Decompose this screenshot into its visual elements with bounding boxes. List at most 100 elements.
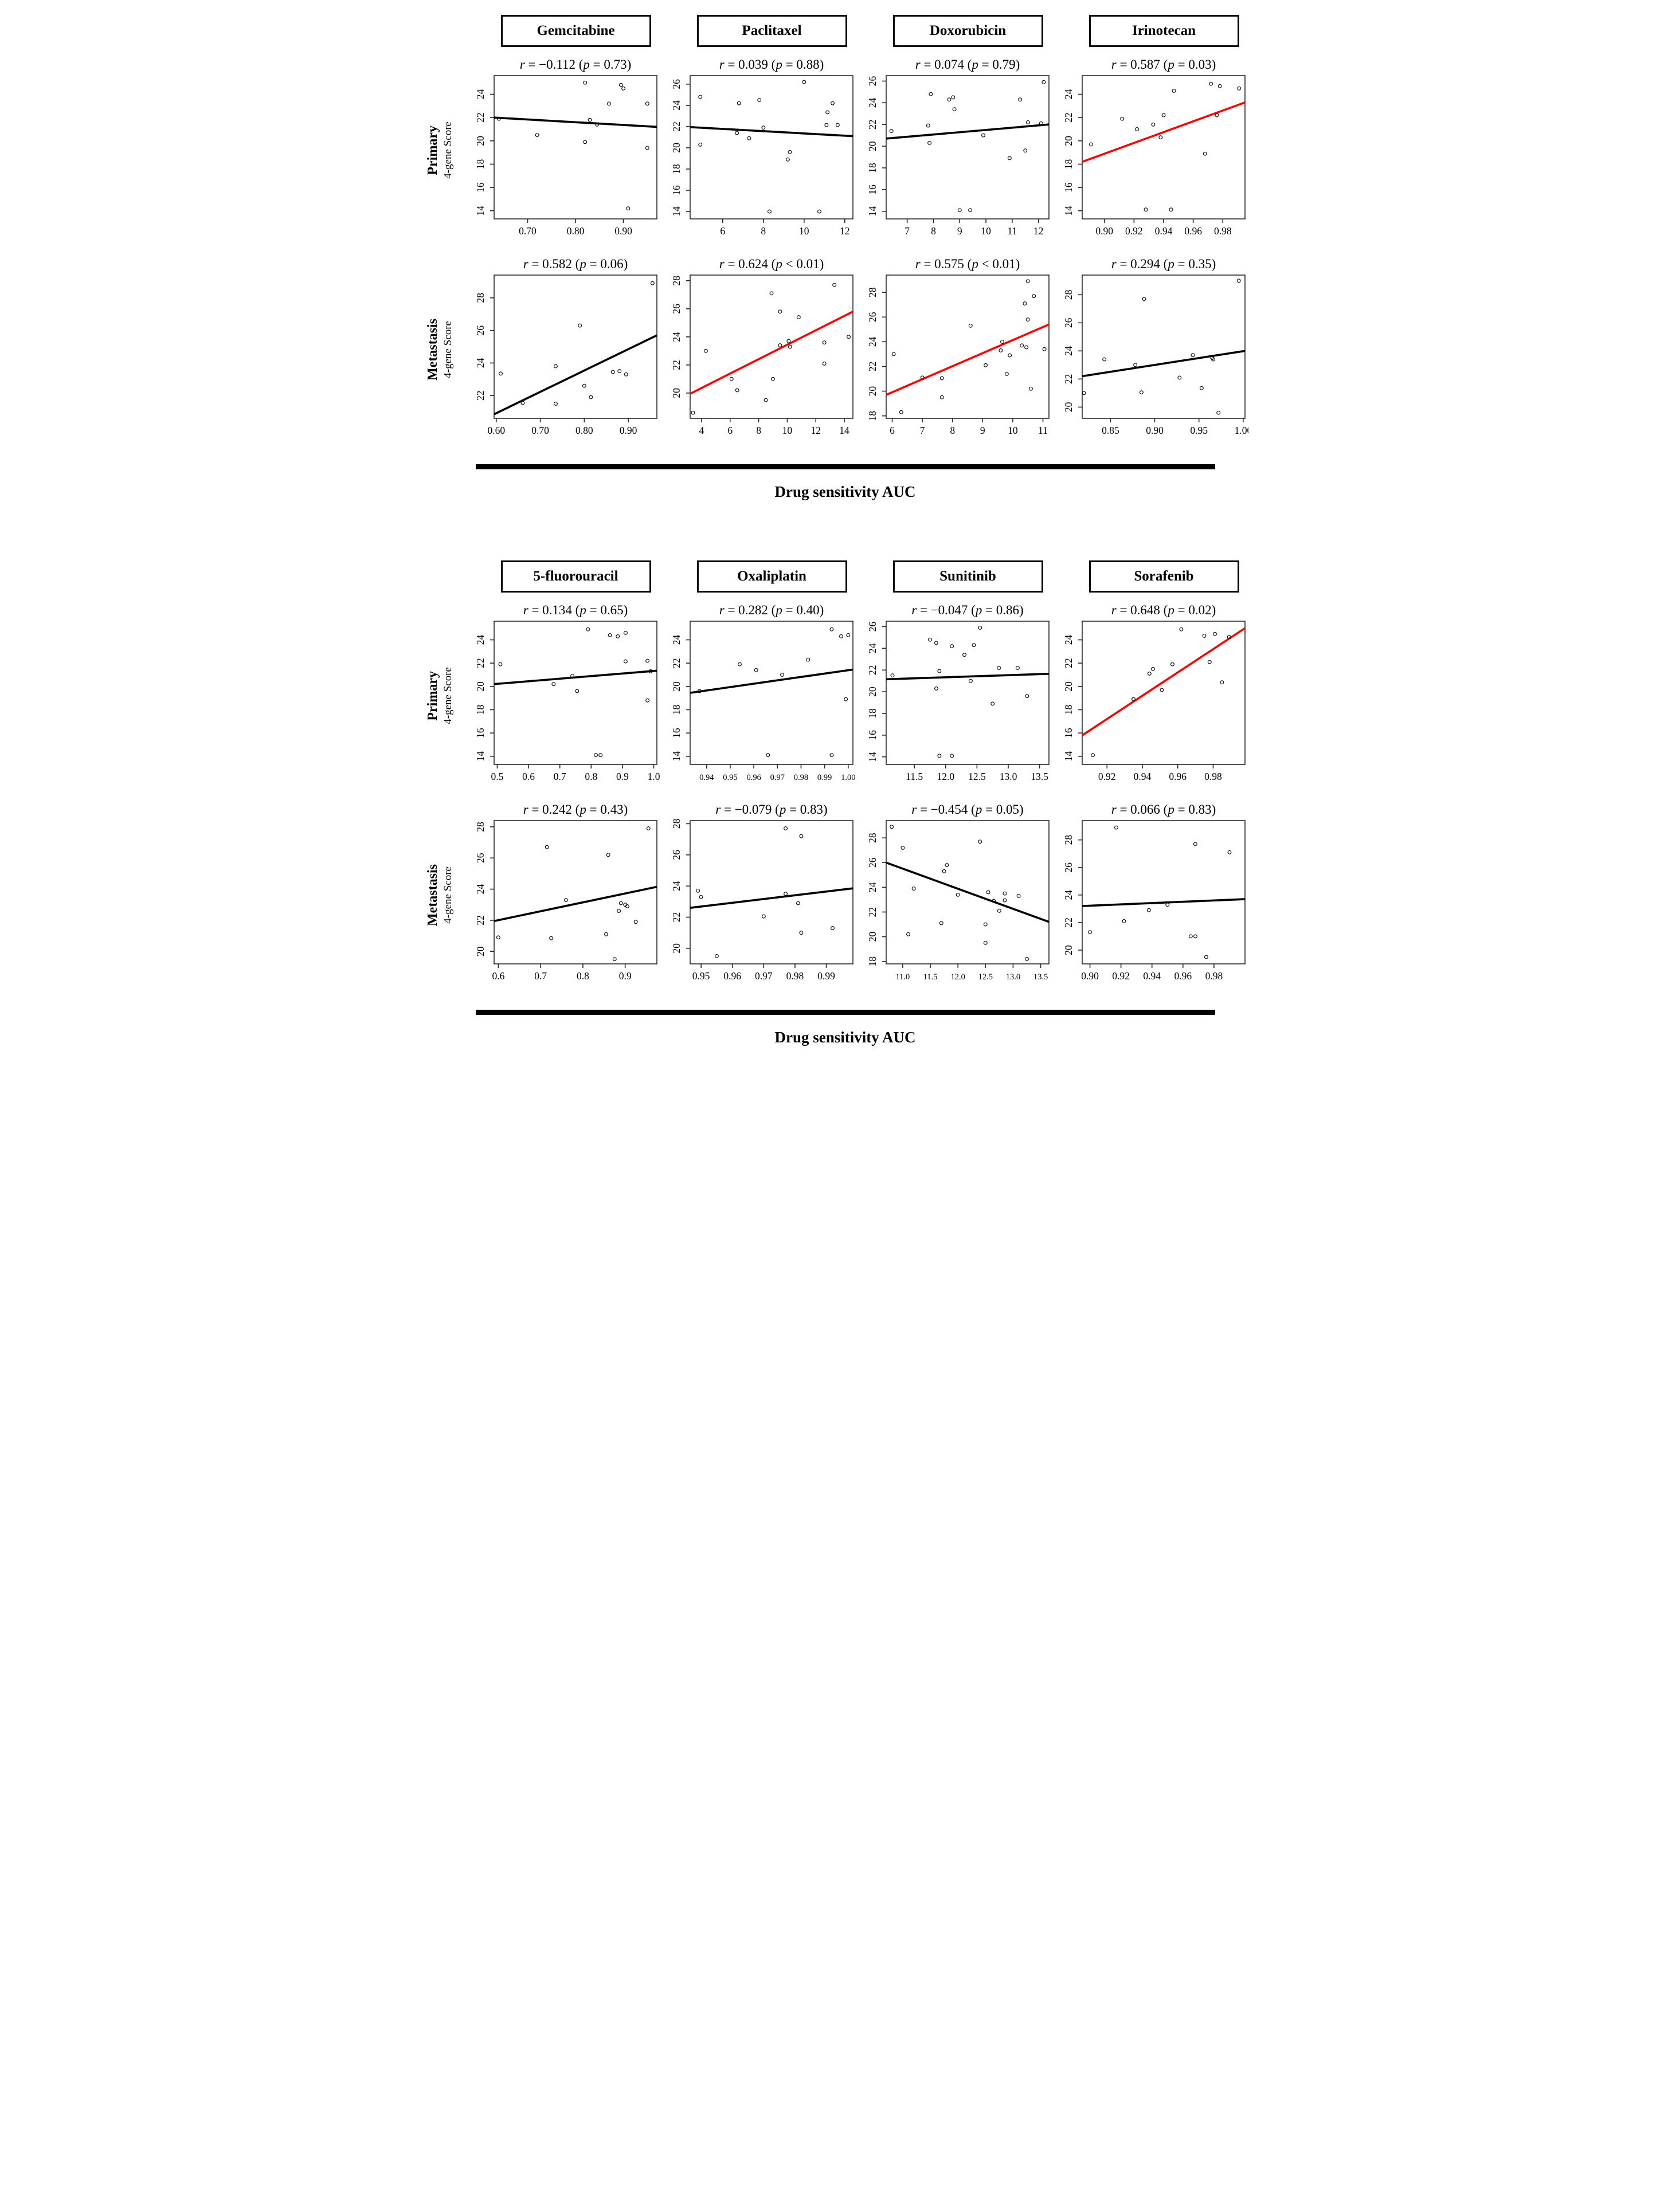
svg-text:r = 0.294 (p = 0.35): r = 0.294 (p = 0.35) (1111, 257, 1215, 271)
drug-header-doxorubicin: Doxorubicin (892, 15, 1043, 47)
svg-text:22: 22 (1063, 917, 1074, 928)
svg-text:14: 14 (1063, 751, 1074, 762)
svg-text:r = −0.454 (p = 0.05): r = −0.454 (p = 0.05) (911, 802, 1023, 817)
svg-text:26: 26 (867, 76, 878, 86)
row-label-score: 4-gene Score (442, 321, 454, 378)
svg-text:16: 16 (671, 185, 682, 195)
svg-text:24: 24 (867, 97, 878, 108)
svg-text:8: 8 (756, 425, 761, 436)
svg-text:0.8: 0.8 (576, 970, 589, 982)
primary-row-1: Primary 4-gene Score r = −0.112 (p = 0.7… (416, 55, 1248, 245)
svg-text:22: 22 (671, 360, 682, 370)
scatter-plot-irinotecan-metastasis: r = 0.294 (p = 0.35) 0.85 0.90 0.95 1.00 20 22… (1052, 254, 1252, 445)
svg-text:18: 18 (867, 163, 878, 173)
svg-text:0.7: 0.7 (553, 771, 566, 782)
svg-text:0.92: 0.92 (1112, 970, 1130, 982)
svg-text:10: 10 (981, 225, 991, 237)
svg-text:0.6: 0.6 (522, 771, 535, 782)
svg-text:22: 22 (475, 658, 486, 668)
svg-text:14: 14 (671, 751, 682, 762)
svg-text:4: 4 (699, 425, 704, 436)
svg-text:14: 14 (671, 206, 682, 217)
svg-text:13.0: 13.0 (999, 771, 1017, 782)
svg-text:26: 26 (475, 325, 486, 336)
svg-text:10: 10 (799, 225, 809, 237)
svg-text:0.96: 0.96 (746, 773, 761, 782)
row-label-metastasis-1: Metastasis 4-gene Score (416, 254, 464, 445)
svg-text:28: 28 (671, 276, 682, 286)
svg-text:24: 24 (1063, 346, 1074, 356)
svg-text:20: 20 (475, 681, 486, 692)
drug-header-oxaliplatin: Oxaliplatin (696, 560, 847, 593)
drug-header-paclitaxel: Paclitaxel (696, 15, 847, 47)
svg-text:0.97: 0.97 (770, 773, 784, 782)
svg-text:0.95: 0.95 (723, 773, 737, 782)
row-label-bold: Metastasis (425, 864, 440, 926)
svg-text:0.95: 0.95 (1190, 425, 1208, 436)
svg-text:0.96: 0.96 (1174, 970, 1192, 982)
svg-text:20: 20 (671, 143, 682, 153)
svg-text:0.90: 0.90 (614, 225, 632, 237)
svg-text:22: 22 (1063, 112, 1074, 123)
svg-text:r = 0.587 (p = 0.03): r = 0.587 (p = 0.03) (1111, 57, 1215, 72)
svg-text:22: 22 (671, 121, 682, 132)
svg-text:26: 26 (1063, 317, 1074, 328)
svg-text:12: 12 (840, 225, 850, 237)
svg-text:6: 6 (720, 225, 725, 237)
svg-text:r = 0.648 (p = 0.02): r = 0.648 (p = 0.02) (1111, 603, 1215, 617)
svg-text:14: 14 (867, 206, 878, 217)
svg-text:11: 11 (1038, 425, 1048, 436)
svg-text:13.0: 13.0 (1005, 972, 1020, 982)
svg-text:11.5: 11.5 (906, 771, 923, 782)
scatter-plot-paclitaxel-metastasis: r = 0.624 (p < 0.01) 4 6 8 10 12 14 20 22 24 26 28 (660, 254, 856, 445)
figure-page: Gemcitabine Paclitaxel Doxorubicin Irino… (416, 0, 1252, 1046)
scatter-plot-gemcitabine-primary: r = −0.112 (p = 0.73) 0.70 0.80 0.90 14 16 18 2… (464, 55, 660, 245)
svg-text:26: 26 (671, 79, 682, 89)
svg-text:20: 20 (867, 386, 878, 397)
svg-text:12.0: 12.0 (950, 972, 965, 982)
svg-text:22: 22 (867, 362, 878, 372)
svg-text:13.5: 13.5 (1033, 972, 1047, 982)
svg-text:20: 20 (475, 946, 486, 956)
svg-text:24: 24 (867, 336, 878, 347)
svg-text:8: 8 (950, 425, 955, 436)
svg-text:22: 22 (671, 658, 682, 668)
svg-text:14: 14 (867, 752, 878, 762)
svg-text:24: 24 (475, 358, 486, 368)
scatter-plot-oxaliplatin-primary: r = 0.282 (p = 0.40) 0.94 0.95 0.96 0.97 0.98… (660, 601, 856, 791)
svg-text:20: 20 (867, 687, 878, 697)
svg-text:22: 22 (475, 112, 486, 123)
svg-text:0.90: 0.90 (1095, 225, 1113, 237)
svg-text:16: 16 (1063, 182, 1074, 193)
svg-text:20: 20 (671, 943, 682, 954)
svg-text:28: 28 (475, 822, 486, 832)
svg-text:20: 20 (1063, 945, 1074, 955)
scatter-plot-sunitinib-primary: r = −0.047 (p = 0.86) 11.5 12.0 12.5 13.0 13.… (856, 601, 1052, 791)
svg-text:0.98: 0.98 (786, 970, 804, 982)
scatter-plot-doxorubicin-metastasis: r = 0.575 (p < 0.01) 6 7 8 9 10 11 18 20 22 24 26 28 (856, 254, 1052, 445)
svg-text:18: 18 (475, 159, 486, 169)
svg-text:0.92: 0.92 (1125, 225, 1143, 237)
svg-text:0.92: 0.92 (1098, 771, 1115, 782)
svg-text:20: 20 (1063, 136, 1074, 146)
svg-text:0.90: 0.90 (619, 425, 637, 436)
svg-text:r = 0.582 (p = 0.06): r = 0.582 (p = 0.06) (523, 257, 627, 271)
svg-text:11.5: 11.5 (923, 972, 937, 982)
x-axis-label: Drug sensitivity AUC (774, 1029, 916, 1046)
svg-text:26: 26 (867, 312, 878, 322)
row-label-score: 4-gene Score (442, 866, 454, 924)
drug-header-row-2: 5-fluorouracil Oxaliplatin Sunitinib Sor… (416, 560, 1248, 593)
svg-text:14: 14 (475, 206, 486, 216)
svg-text:24: 24 (671, 635, 682, 645)
x-axis-label: Drug sensitivity AUC (774, 483, 916, 500)
svg-text:24: 24 (1063, 89, 1074, 100)
scatter-plot-irinotecan-primary: r = 0.587 (p = 0.03) 0.90 0.92 0.94 0.96 0.98… (1052, 55, 1248, 245)
svg-text:16: 16 (475, 728, 486, 738)
svg-text:0.85: 0.85 (1102, 425, 1119, 436)
svg-text:r = 0.282 (p = 0.40): r = 0.282 (p = 0.40) (719, 603, 823, 617)
row-label-score: 4-gene Score (442, 667, 454, 724)
svg-text:0.98: 0.98 (793, 773, 808, 782)
svg-text:7: 7 (905, 225, 910, 237)
svg-text:22: 22 (671, 912, 682, 923)
row-label-metastasis-2: Metastasis 4-gene Score (416, 800, 464, 990)
